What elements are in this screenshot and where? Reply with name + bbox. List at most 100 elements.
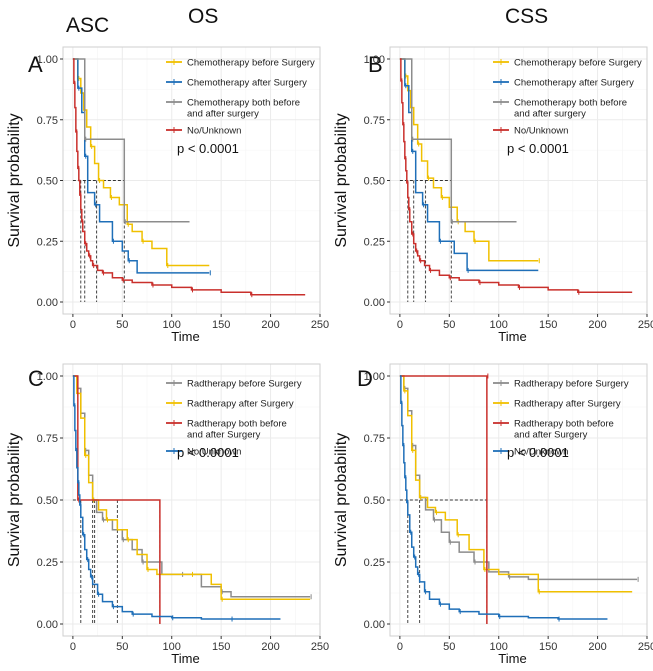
y-tick-label: 0.25 xyxy=(364,557,385,569)
y-tick-label: 1.00 xyxy=(37,371,58,383)
legend-label: No/Unknown xyxy=(187,447,241,458)
legend-label: Radtherapy both before xyxy=(187,419,287,430)
x-tick-label: 200 xyxy=(261,641,279,653)
x-tick-label: 50 xyxy=(116,319,128,331)
km-curve-red xyxy=(399,58,633,294)
legend-label: Radtherapy both before xyxy=(514,419,614,430)
y-tick-label: 0.25 xyxy=(364,236,385,248)
p-value: p < 0.0001 xyxy=(177,141,239,156)
y-axis-title: Survival probability xyxy=(333,433,350,567)
x-tick-label: 250 xyxy=(311,319,329,331)
y-tick-label: 0.25 xyxy=(37,236,58,248)
x-tick-label: 150 xyxy=(212,641,230,653)
legend-label: No/Unknown xyxy=(514,447,568,458)
legend-label: Chemotherapy after Surgery xyxy=(514,78,634,89)
y-tick-label: 0.75 xyxy=(364,115,385,127)
legend-label: No/Unknown xyxy=(514,126,568,137)
legend-label: Radtherapy after Surgery xyxy=(514,399,621,410)
x-axis-title: Time xyxy=(171,651,199,666)
x-tick-label: 150 xyxy=(539,319,557,331)
km-curve-blue xyxy=(399,375,608,620)
panel-letter: B xyxy=(368,52,383,77)
legend-label: Chemotherapy before Surgery xyxy=(187,58,315,69)
legend-label: and after Surgery xyxy=(514,430,588,441)
y-tick-label: 0.00 xyxy=(37,297,58,309)
x-tick-label: 0 xyxy=(70,319,76,331)
x-tick-label: 0 xyxy=(397,641,403,653)
km-curve-yellow xyxy=(399,375,633,593)
y-tick-label: 0.50 xyxy=(364,176,385,188)
y-tick-label: 1.00 xyxy=(364,371,385,383)
legend-label: Radtherapy before Surgery xyxy=(514,379,629,390)
y-axis-title: Survival probability xyxy=(6,113,23,247)
x-tick-label: 200 xyxy=(261,319,279,331)
legend: Chemotherapy before Surgery Chemotherapy … xyxy=(493,58,642,137)
x-tick-label: 200 xyxy=(588,319,606,331)
legend-label: Chemotherapy both before xyxy=(187,98,300,109)
x-axis-title: Time xyxy=(498,651,526,666)
legend: Chemotherapy before Surgery Chemotherapy … xyxy=(166,58,315,137)
km-curve-blue xyxy=(399,58,539,272)
x-tick-label: 150 xyxy=(539,641,557,653)
y-axis-title: Survival probability xyxy=(333,113,350,247)
km-curve-red xyxy=(72,375,161,624)
km-curve-red xyxy=(72,58,306,296)
km-curve-yellow xyxy=(72,58,210,267)
legend-label: and after Surgery xyxy=(187,430,261,441)
x-tick-label: 150 xyxy=(212,319,230,331)
x-axis-title: Time xyxy=(171,329,199,344)
x-tick-label: 250 xyxy=(638,319,653,331)
y-tick-label: 0.75 xyxy=(37,115,58,127)
panel-b: B 0.00 0.25 0.50 0.75 1.00 0 50 100 150 200 250 Time… xyxy=(333,46,653,344)
y-tick-label: 0.75 xyxy=(364,433,385,445)
x-tick-label: 200 xyxy=(588,641,606,653)
p-value: p < 0.0001 xyxy=(507,141,569,156)
legend-label: Chemotherapy before Surgery xyxy=(514,58,642,69)
km-curve-yellow xyxy=(72,375,311,600)
legend-label: No/Unknown xyxy=(187,126,241,137)
panel-c: C 0.00 0.25 0.50 0.75 1.00 0 50 100 150 200 250 Time… xyxy=(6,363,329,666)
x-tick-label: 250 xyxy=(638,641,653,653)
legend-label: Chemotherapy both before xyxy=(514,98,627,109)
panel-a: A 0.00 0.25 0.50 0.75 1.00 0 50 100 150 200 250 Time… xyxy=(6,46,329,344)
p-value: p < 0.0001 xyxy=(177,445,239,460)
km-curve-red xyxy=(399,375,488,624)
km-curve-grey xyxy=(72,58,190,223)
legend: Radtherapy before Surgery Radtherapy afte… xyxy=(493,379,629,458)
x-tick-label: 50 xyxy=(116,641,128,653)
cohort-label: ASC xyxy=(66,14,110,37)
y-tick-label: 0.00 xyxy=(37,619,58,631)
x-axis-title: Time xyxy=(498,329,526,344)
km-curve-blue xyxy=(72,375,281,620)
legend-label: and after surgery xyxy=(514,109,586,120)
panel-letter: D xyxy=(357,366,373,391)
y-tick-label: 0.50 xyxy=(37,176,58,188)
column-title-os: OS xyxy=(188,5,219,28)
x-tick-label: 50 xyxy=(443,319,455,331)
x-tick-label: 0 xyxy=(397,319,403,331)
y-tick-label: 1.00 xyxy=(364,54,385,66)
y-tick-label: 0.00 xyxy=(364,619,385,631)
x-tick-label: 250 xyxy=(311,641,329,653)
x-tick-label: 100 xyxy=(163,319,181,331)
column-title-css: CSS xyxy=(505,5,549,28)
y-tick-label: 0.50 xyxy=(37,495,58,507)
x-tick-label: 50 xyxy=(443,641,455,653)
x-tick-label: 0 xyxy=(70,641,76,653)
y-tick-label: 0.50 xyxy=(364,495,385,507)
y-tick-label: 0.75 xyxy=(37,433,58,445)
km-curve-grey xyxy=(399,58,517,223)
legend-label: and after surgery xyxy=(187,109,259,120)
y-tick-label: 0.00 xyxy=(364,297,385,309)
panel-letter: A xyxy=(28,52,43,77)
y-tick-label: 0.25 xyxy=(37,557,58,569)
km-curve-blue xyxy=(72,58,210,274)
x-tick-label: 100 xyxy=(490,641,508,653)
legend-label: Radtherapy before Surgery xyxy=(187,379,302,390)
legend-label: Radtherapy after Surgery xyxy=(187,399,294,410)
p-value: p < 0.0001 xyxy=(507,445,569,460)
x-tick-label: 100 xyxy=(490,319,508,331)
x-tick-label: 100 xyxy=(163,641,181,653)
km-curve-yellow xyxy=(399,58,539,262)
